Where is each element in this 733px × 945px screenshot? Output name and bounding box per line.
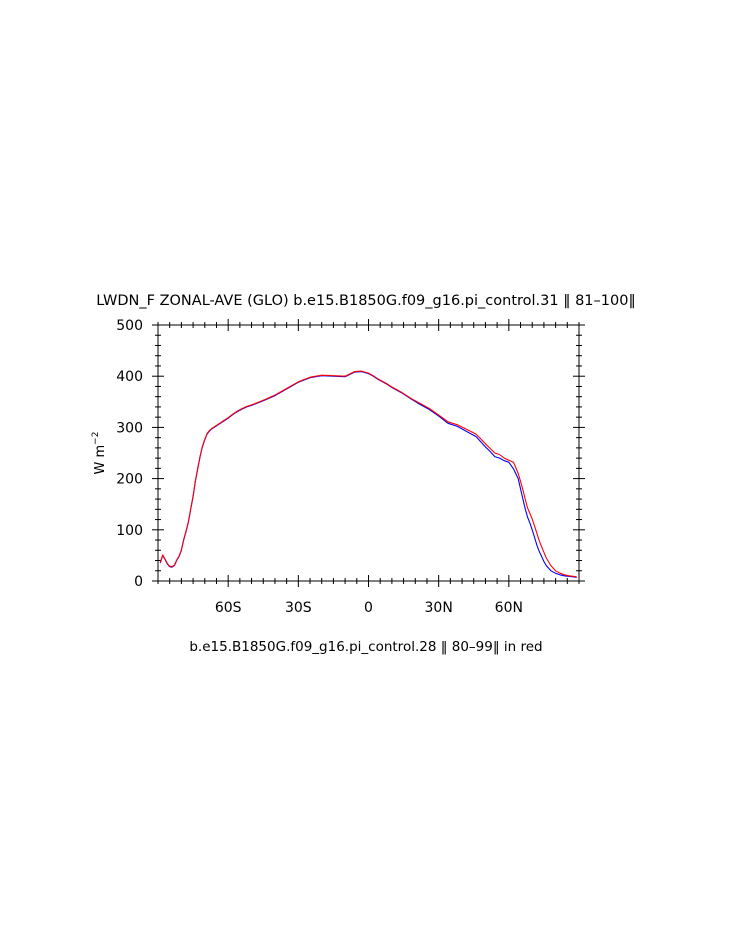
y-tick-labels: 0 100 200 300 400 500 <box>116 318 143 590</box>
y-tick-label: 300 <box>116 420 143 436</box>
series-line-blue <box>159 371 577 578</box>
x-tick-label: 60N <box>495 600 523 616</box>
x-tick-label: 0 <box>364 600 373 616</box>
y-axis-label-exponent: −2 <box>91 432 101 445</box>
x-tick-label: 30N <box>425 600 453 616</box>
y-tick-label: 100 <box>116 523 143 539</box>
series-lines <box>159 370 577 578</box>
y-tick-label: 500 <box>116 318 143 334</box>
y-axis-label: W m−2 <box>91 432 108 475</box>
tick-marks <box>152 319 585 587</box>
plot-frame <box>157 324 580 582</box>
chart-subtitle: b.e15.B1850G.f09_g16.pi_control.28 ‖ 80–… <box>189 639 542 655</box>
x-tick-label: 30S <box>285 600 312 616</box>
series-line-red <box>159 370 577 578</box>
chart-title: LWDN_F ZONAL-AVE (GLO) b.e15.B1850G.f09_… <box>96 293 635 309</box>
x-tick-labels: 60S 30S 0 30N 60N <box>215 600 523 616</box>
y-tick-label: 200 <box>116 472 143 488</box>
y-tick-label: 0 <box>134 574 143 590</box>
x-tick-label: 60S <box>215 600 242 616</box>
y-tick-label: 400 <box>116 369 143 385</box>
y-axis-label-unit: W m <box>93 445 108 475</box>
